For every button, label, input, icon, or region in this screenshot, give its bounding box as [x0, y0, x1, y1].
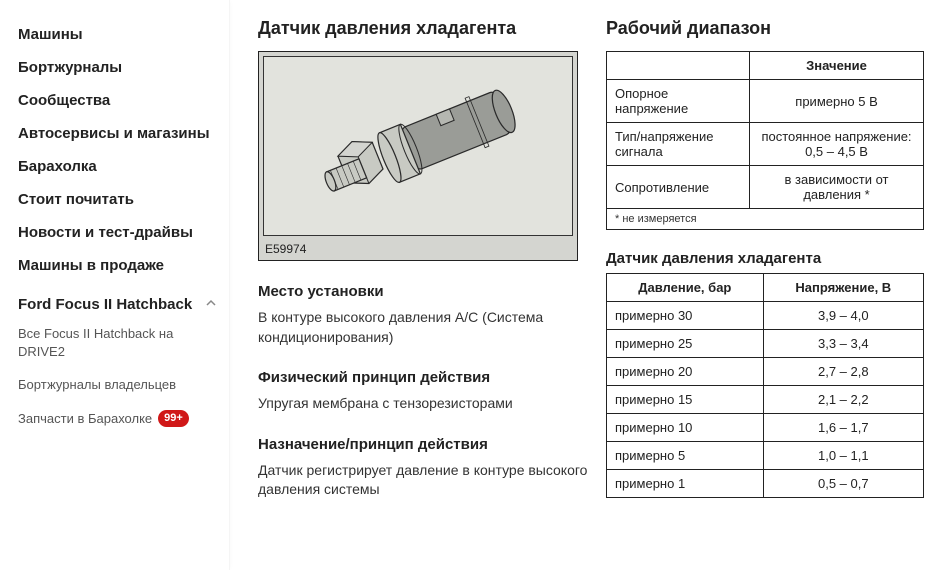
article-content: Датчик давления хладагента: [230, 0, 938, 570]
table-row: примерно 101,6 – 1,7: [607, 414, 924, 442]
install-heading: Место установки: [258, 283, 588, 300]
table-row: примерно 152,1 – 2,2: [607, 386, 924, 414]
p2: примерно 20: [607, 358, 764, 386]
nav-news[interactable]: Новости и тест-драйвы: [18, 216, 219, 249]
pressure-header-p: Давление, бар: [607, 274, 764, 302]
table-row: примерно 51,0 – 1,1: [607, 442, 924, 470]
nav-forsale[interactable]: Машины в продаже: [18, 249, 219, 282]
nav-services[interactable]: Автосервисы и магазины: [18, 117, 219, 150]
table-row: примерно 303,9 – 4,0: [607, 302, 924, 330]
principle-heading: Физический принцип действия: [258, 369, 588, 386]
v4: 1,6 – 1,7: [763, 414, 923, 442]
figure-code: E59974: [265, 242, 306, 256]
v2: 2,7 – 2,8: [763, 358, 923, 386]
p3: примерно 15: [607, 386, 764, 414]
purpose-text: Датчик регистрирует давление в контуре в…: [258, 461, 588, 500]
v1: 3,3 – 3,4: [763, 330, 923, 358]
principle-text: Упругая мембрана с тензорезисторами: [258, 394, 588, 414]
range-k1: Тип/напряжение сигнала: [607, 123, 750, 166]
range-k2: Сопротивление: [607, 166, 750, 209]
range-header-blank: [607, 52, 750, 80]
range-v0: примерно 5 В: [750, 80, 924, 123]
range-v1: постоянное напряжение: 0,5 – 4,5 В: [750, 123, 924, 166]
range-k0: Опорное напряжение: [607, 80, 750, 123]
vehicle-title: Ford Focus II Hatchback: [18, 296, 192, 313]
article-title: Датчик давления хладагента: [258, 18, 588, 39]
p4: примерно 10: [607, 414, 764, 442]
table-row: Сопротивление в зависимости от давления …: [607, 166, 924, 209]
table-row: Тип/напряжение сигнала постоянное напряж…: [607, 123, 924, 166]
range-footnote: * не измеряется: [606, 209, 924, 230]
p1: примерно 25: [607, 330, 764, 358]
pressure-title: Датчик давления хладагента: [606, 250, 924, 267]
nav-communities[interactable]: Сообщества: [18, 84, 219, 117]
install-text: В контуре высокого давления A/C (Система…: [258, 308, 588, 347]
table-row: примерно 202,7 – 2,8: [607, 358, 924, 386]
sub-parts-label: Запчасти в Барахолке: [18, 410, 152, 428]
purpose-heading: Назначение/принцип действия: [258, 436, 588, 453]
v3: 2,1 – 2,2: [763, 386, 923, 414]
table-row: примерно 253,3 – 3,4: [607, 330, 924, 358]
range-header-value: Значение: [750, 52, 924, 80]
sub-all-focus[interactable]: Все Focus II Hatchback на DRIVE2: [18, 317, 219, 368]
table-row: Опорное напряжение примерно 5 В: [607, 80, 924, 123]
v6: 0,5 – 0,7: [763, 470, 923, 498]
p6: примерно 1: [607, 470, 764, 498]
range-v2: в зависимости от давления *: [750, 166, 924, 209]
sensor-figure: E59974: [258, 51, 578, 261]
nav-read[interactable]: Стоит почитать: [18, 183, 219, 216]
parts-count-badge: 99+: [158, 410, 189, 427]
p5: примерно 5: [607, 442, 764, 470]
table-row: Давление, бар Напряжение, В: [607, 274, 924, 302]
sidebar-nav: Машины Бортжурналы Сообщества Автосервис…: [0, 0, 230, 570]
chevron-up-icon: [205, 296, 219, 310]
pressure-table: Давление, бар Напряжение, В примерно 303…: [606, 273, 924, 498]
range-title: Рабочий диапазон: [606, 18, 924, 39]
nav-cars[interactable]: Машины: [18, 18, 219, 51]
sub-parts[interactable]: Запчасти в Барахолке 99+: [18, 402, 219, 436]
nav-logbooks[interactable]: Бортжурналы: [18, 51, 219, 84]
sub-owner-logs[interactable]: Бортжурналы владельцев: [18, 368, 219, 402]
vehicle-section-toggle[interactable]: Ford Focus II Hatchback: [18, 282, 219, 317]
v0: 3,9 – 4,0: [763, 302, 923, 330]
pressure-header-v: Напряжение, В: [763, 274, 923, 302]
table-row: примерно 10,5 – 0,7: [607, 470, 924, 498]
v5: 1,0 – 1,1: [763, 442, 923, 470]
p0: примерно 30: [607, 302, 764, 330]
range-table: Значение Опорное напряжение примерно 5 В…: [606, 51, 924, 209]
nav-market[interactable]: Барахолка: [18, 150, 219, 183]
table-row: Значение: [607, 52, 924, 80]
